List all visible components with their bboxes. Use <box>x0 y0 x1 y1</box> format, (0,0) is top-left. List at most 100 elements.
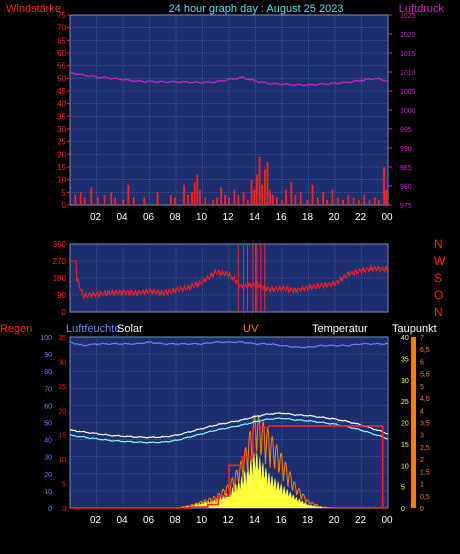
pressure-line <box>69 71 389 87</box>
wind-bar <box>228 197 230 205</box>
chart1-x-tick-label: 00 <box>381 212 393 223</box>
wind-axis-tick: 30 <box>57 125 66 134</box>
wind-bar <box>261 184 264 205</box>
wind-bar <box>368 199 371 205</box>
uv-axis-tick: 2,5 <box>420 445 430 452</box>
uv-axis-tick: 6,5 <box>420 347 430 354</box>
uv-axis-tick: 4 <box>420 408 424 415</box>
chart3-x-tick-label: 06 <box>143 515 155 526</box>
rain-axis-tick: 100 <box>40 335 52 342</box>
rain-axis-tick: 0 <box>48 506 52 513</box>
rain-axis-tick: 80 <box>44 369 52 376</box>
pressure-axis-tick: 1020 <box>400 32 416 39</box>
compass-label: N <box>434 305 443 319</box>
humidity-axis-tick: 15 <box>58 433 66 440</box>
wind-direction-line <box>70 260 389 300</box>
pressure-axis-tick: 980 <box>400 184 412 191</box>
wind-bar <box>103 194 106 205</box>
wind-axis-tick: 65 <box>57 36 66 45</box>
temperature-axis-tick: 10 <box>401 463 409 470</box>
wind-axis-tick: 70 <box>57 24 66 33</box>
wind-bar <box>122 199 124 205</box>
wind-bar <box>311 184 314 205</box>
wind-bar <box>196 174 199 205</box>
pressure-axis-tick: 1025 <box>400 13 416 20</box>
wind-bar <box>97 197 99 205</box>
temperature-axis-tick: 5 <box>401 485 405 492</box>
wind-axis-tick: 10 <box>57 176 66 185</box>
chart3-x-tick-label: 12 <box>222 515 234 526</box>
uv-axis-tick: 5,5 <box>420 372 430 379</box>
wind-axis-tick: 5 <box>62 188 67 197</box>
wind-bar <box>132 197 135 205</box>
compass-label: W <box>434 254 446 268</box>
uv-axis-tick: 0,5 <box>420 494 430 501</box>
wind-bar <box>299 192 302 205</box>
wind-bar <box>224 194 227 205</box>
temperature-axis-tick: 25 <box>401 399 409 406</box>
chart3-x-tick-label: 10 <box>196 515 208 526</box>
wind-bar <box>220 187 223 205</box>
wind-bar <box>114 197 117 205</box>
uv-axis-tick: 1 <box>420 482 424 489</box>
uv-axis-bar <box>411 337 416 508</box>
temperature-axis-tick: 20 <box>401 421 409 428</box>
chart1-x-tick-label: 02 <box>90 212 102 223</box>
luftdruck-label: Luftdruck <box>399 3 445 15</box>
humidity-axis-tick: 20 <box>58 408 66 415</box>
uv-axis-tick: 3 <box>420 433 424 440</box>
pressure-axis-tick: 1010 <box>400 70 416 77</box>
rain-axis-tick: 20 <box>44 472 52 479</box>
solar-uv-temperature-chart: 02 04 06 08 10 12 14 16 18 20 22 000102030405060708… <box>40 335 430 526</box>
wind-bar <box>242 192 245 205</box>
uv-axis-tick: 7 <box>420 335 424 342</box>
chart1-x-tick-label: 20 <box>328 212 340 223</box>
wind-bar <box>290 182 293 205</box>
wind-bar <box>326 199 329 205</box>
wind-bar <box>90 187 93 205</box>
wind-bar <box>385 189 388 205</box>
wind-bar <box>127 184 130 205</box>
humidity-axis-tick: 10 <box>58 457 66 464</box>
wind-bar <box>216 197 219 205</box>
rain-axis-tick: 90 <box>44 352 52 359</box>
temperature-axis-tick: 35 <box>401 356 409 363</box>
chart3-x-tick-label: 08 <box>169 515 181 526</box>
rain-axis-tick: 50 <box>44 421 52 428</box>
chart1-x-tick-label: 06 <box>143 212 155 223</box>
rain-axis-tick: 30 <box>44 455 52 462</box>
pressure-axis-tick: 995 <box>400 127 412 134</box>
wind-bar <box>377 199 380 205</box>
dewpoint-line <box>70 417 389 444</box>
temperature-axis-tick: 40 <box>401 335 409 342</box>
compass-label: O <box>434 288 443 302</box>
wind-bar <box>204 197 207 205</box>
chart3-x-tick-label: 20 <box>328 515 340 526</box>
uv-axis-tick: 6 <box>420 359 424 366</box>
wind-bar <box>271 194 274 205</box>
wind-axis-tick: 40 <box>57 100 66 109</box>
pressure-axis-tick: 990 <box>400 146 412 153</box>
temperature-axis-tick: 15 <box>401 442 409 449</box>
wind-bar <box>256 174 258 205</box>
wind-bar <box>336 197 339 205</box>
direction-axis-tick: 90 <box>57 291 66 300</box>
chart3-x-tick-label: 22 <box>355 515 367 526</box>
taupunkt-label: Taupunkt <box>392 323 437 335</box>
temperatur-label: Temperatur <box>312 323 368 335</box>
wind-axis-tick: 55 <box>57 62 66 71</box>
wind-bar <box>173 197 176 205</box>
wind-bar <box>74 194 77 205</box>
wind-axis-tick: 50 <box>57 74 66 83</box>
wind-axis-tick: 0 <box>62 201 67 210</box>
pressure-axis-tick: 1015 <box>400 51 416 58</box>
wind-axis-tick: 35 <box>57 112 66 121</box>
wind-bar <box>358 199 360 205</box>
chart1-x-tick-label: 22 <box>355 212 367 223</box>
wind-bar <box>352 197 355 205</box>
humidity-axis-tick: 30 <box>58 359 66 366</box>
wind-axis-tick: 25 <box>57 138 66 147</box>
wind-bar <box>183 184 185 205</box>
uv-axis-tick: 1,5 <box>420 469 430 476</box>
